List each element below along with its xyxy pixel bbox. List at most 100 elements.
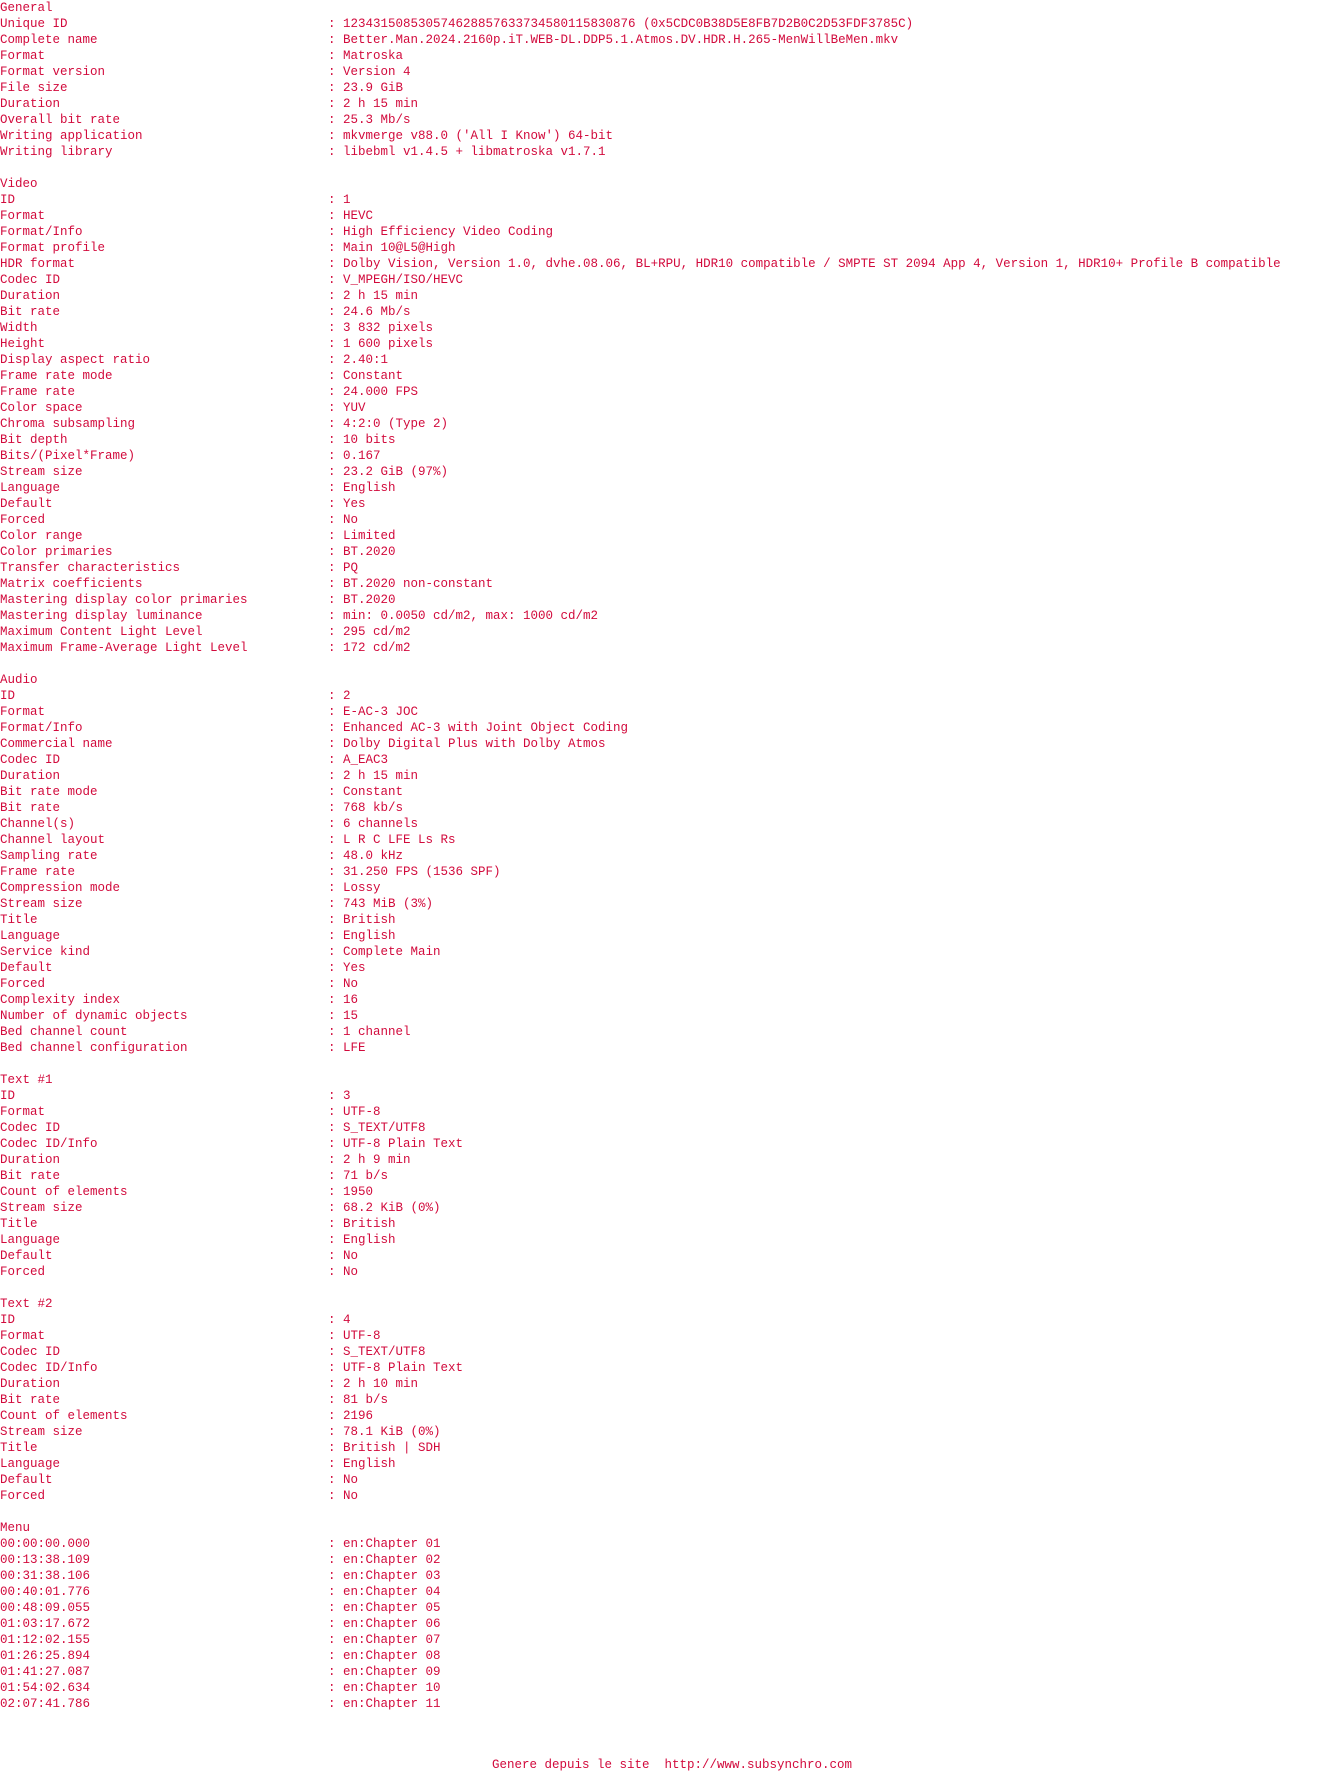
info-row: 01:03:17.672: en:Chapter 06 xyxy=(0,1616,1344,1632)
info-key: Format profile xyxy=(0,241,106,255)
info-separator: : xyxy=(328,273,344,287)
info-row: Complexity index: 16 xyxy=(0,992,1344,1008)
info-row: 02:07:41.786: en:Chapter 11 xyxy=(0,1696,1344,1712)
info-separator: : xyxy=(328,65,344,79)
info-separator: : xyxy=(328,1409,344,1423)
info-value: en:Chapter 05 xyxy=(343,1601,441,1615)
info-separator: : xyxy=(328,33,344,47)
info-row: Duration: 2 h 9 min xyxy=(0,1152,1344,1168)
info-separator: : xyxy=(328,1377,344,1391)
info-value: No xyxy=(343,513,359,527)
info-separator: : xyxy=(328,113,344,127)
info-row: Color space: YUV xyxy=(0,400,1344,416)
info-value: 31.250 FPS (1536 SPF) xyxy=(343,865,501,879)
info-row: 00:40:01.776: en:Chapter 04 xyxy=(0,1584,1344,1600)
info-value: 0.167 xyxy=(343,449,381,463)
info-value: en:Chapter 03 xyxy=(343,1569,441,1583)
info-separator: : xyxy=(328,289,344,303)
info-row: Codec ID: A_EAC3 xyxy=(0,752,1344,768)
info-value: 6 channels xyxy=(343,817,419,831)
info-key: 01:26:25.894 xyxy=(0,1649,91,1663)
info-separator: : xyxy=(328,1681,344,1695)
info-separator: : xyxy=(328,529,344,543)
info-separator: : xyxy=(328,833,344,847)
info-key: Format version xyxy=(0,65,106,79)
info-row: Stream size: 743 MiB (3%) xyxy=(0,896,1344,912)
info-row: Forced: No xyxy=(0,1264,1344,1280)
info-key: Frame rate xyxy=(0,865,76,879)
info-value: 2 h 9 min xyxy=(343,1153,411,1167)
section-title: General xyxy=(0,1,53,15)
info-key: 00:13:38.109 xyxy=(0,1553,91,1567)
info-key: Forced xyxy=(0,1489,46,1503)
info-separator: : xyxy=(328,721,344,735)
info-key: Writing library xyxy=(0,145,113,159)
info-row: Codec ID: S_TEXT/UTF8 xyxy=(0,1120,1344,1136)
info-row: Title: British | SDH xyxy=(0,1440,1344,1456)
info-row: Frame rate mode: Constant xyxy=(0,368,1344,384)
info-key: Commercial name xyxy=(0,737,113,751)
info-key: Format xyxy=(0,49,46,63)
info-row: 00:48:09.055: en:Chapter 05 xyxy=(0,1600,1344,1616)
info-value: 2 xyxy=(343,689,351,703)
info-key: ID xyxy=(0,1089,16,1103)
info-separator: : xyxy=(328,81,344,95)
info-row: Commercial name: Dolby Digital Plus with… xyxy=(0,736,1344,752)
info-row: Height: 1 600 pixels xyxy=(0,336,1344,352)
info-value: UTF-8 Plain Text xyxy=(343,1361,464,1375)
info-value: en:Chapter 11 xyxy=(343,1697,441,1711)
info-row: Number of dynamic objects: 15 xyxy=(0,1008,1344,1024)
info-separator: : xyxy=(328,449,344,463)
info-separator: : xyxy=(328,817,344,831)
info-key: ID xyxy=(0,689,16,703)
info-separator: : xyxy=(328,241,344,255)
info-key: Number of dynamic objects xyxy=(0,1009,188,1023)
info-separator: : xyxy=(328,881,344,895)
info-key: Complexity index xyxy=(0,993,121,1007)
info-value: V_MPEGH/ISO/HEVC xyxy=(343,273,464,287)
info-key: ID xyxy=(0,1313,16,1327)
info-key: Bit rate xyxy=(0,1393,61,1407)
info-key: Forced xyxy=(0,977,46,991)
info-row: 01:26:25.894: en:Chapter 08 xyxy=(0,1648,1344,1664)
info-separator: : xyxy=(328,977,344,991)
info-key: Forced xyxy=(0,513,46,527)
info-key: Default xyxy=(0,497,53,511)
info-row: Forced: No xyxy=(0,512,1344,528)
info-key: Compression mode xyxy=(0,881,121,895)
info-separator: : xyxy=(328,1457,344,1471)
info-key: Format xyxy=(0,1105,46,1119)
info-separator: : xyxy=(328,1649,344,1663)
info-separator: : xyxy=(328,1121,344,1135)
info-row: Default: Yes xyxy=(0,960,1344,976)
info-value: en:Chapter 04 xyxy=(343,1585,441,1599)
info-value: English xyxy=(343,929,396,943)
info-value: en:Chapter 09 xyxy=(343,1665,441,1679)
info-separator: : xyxy=(328,49,344,63)
info-key: Height xyxy=(0,337,46,351)
info-value: S_TEXT/UTF8 xyxy=(343,1121,426,1135)
info-row: Transfer characteristics: PQ xyxy=(0,560,1344,576)
info-row: 01:54:02.634: en:Chapter 10 xyxy=(0,1680,1344,1696)
info-value: 123431508530574628857633734580115830876 … xyxy=(343,17,914,31)
info-value: No xyxy=(343,1249,359,1263)
info-key: 01:54:02.634 xyxy=(0,1681,91,1695)
info-key: Maximum Content Light Level xyxy=(0,625,203,639)
info-separator: : xyxy=(328,17,344,31)
info-row: Title: British xyxy=(0,912,1344,928)
info-row: Stream size: 78.1 KiB (0%) xyxy=(0,1424,1344,1440)
info-row: Forced: No xyxy=(0,1488,1344,1504)
info-key: Bit rate xyxy=(0,801,61,815)
info-separator: : xyxy=(328,385,344,399)
info-row: Language: English xyxy=(0,480,1344,496)
info-separator: : xyxy=(328,145,344,159)
info-key: Color space xyxy=(0,401,83,415)
section-video: Video ID: 1 Format: HEVC Format/Info: High … xyxy=(0,176,1344,656)
info-key: Width xyxy=(0,321,38,335)
info-value: Constant xyxy=(343,369,404,383)
info-row: Format/Info: High Efficiency Video Codin… xyxy=(0,224,1344,240)
info-separator: : xyxy=(328,865,344,879)
info-key: Format xyxy=(0,1329,46,1343)
info-row: ID: 2 xyxy=(0,688,1344,704)
info-row: Matrix coefficients: BT.2020 non-constan… xyxy=(0,576,1344,592)
